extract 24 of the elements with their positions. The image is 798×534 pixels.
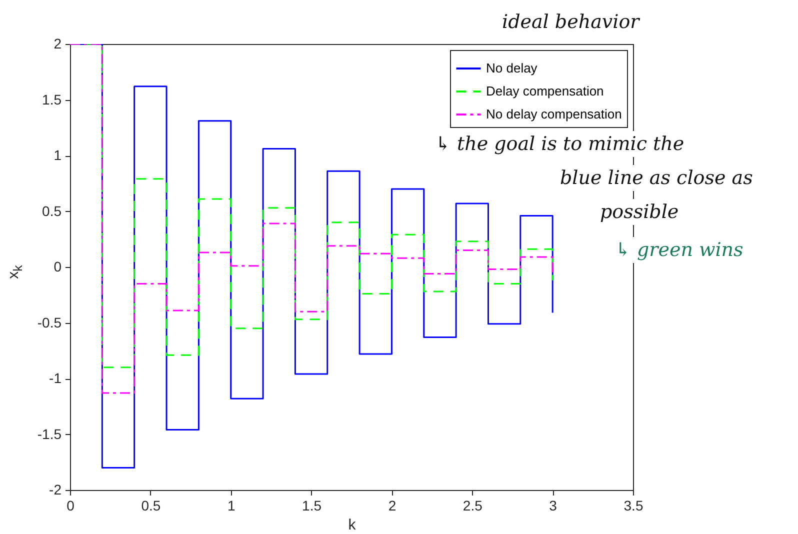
y-tick-label: -1.5 <box>37 426 62 442</box>
y-tick-label: -1 <box>49 370 62 386</box>
x-tick-label: 0.5 <box>141 498 161 514</box>
x-tick-label: 3 <box>549 498 558 514</box>
x-tick-label: 2.5 <box>462 498 483 514</box>
x-tick-label: 1 <box>227 498 236 514</box>
y-tick-label: 0.5 <box>42 202 62 219</box>
y-tick-label: 1.5 <box>42 91 62 108</box>
y-tick-label: 2 <box>54 36 62 52</box>
annotation: ↳ green wins <box>615 239 744 261</box>
y-tick-label: 1 <box>54 147 62 163</box>
legend-label: No delay compensation <box>486 106 622 122</box>
x-tick-label: 2 <box>388 498 396 514</box>
text: ideal behavior <box>502 11 642 33</box>
annotation: ↳ the goal is to mimic the blue line as close as possible <box>435 133 754 223</box>
x-tick-label: 1.5 <box>302 498 322 514</box>
x-tick-label: 3.5 <box>624 498 644 514</box>
y-tick-label: -2 <box>49 482 62 498</box>
legend-label: No delay <box>486 60 538 76</box>
x-axis-title: k <box>348 516 356 534</box>
y-tick-label: -0.5 <box>37 314 62 330</box>
x-tick-label: 0 <box>66 498 75 514</box>
y-tick-label: 0 <box>54 258 62 274</box>
legend-label: Delay compensation <box>486 84 604 98</box>
